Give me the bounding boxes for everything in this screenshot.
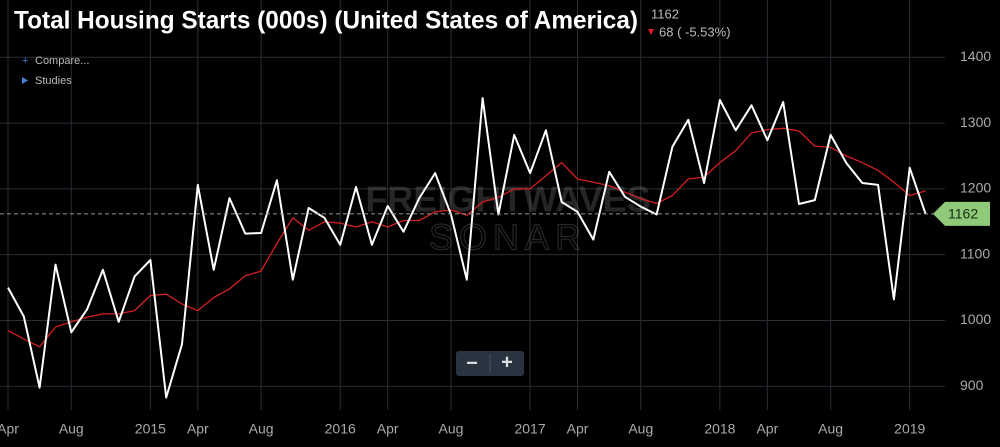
x-tick-label: 2017 bbox=[514, 421, 545, 437]
last-value: 1162 bbox=[651, 6, 679, 21]
plus-icon: + bbox=[22, 55, 28, 67]
x-tick-label: Apr bbox=[0, 421, 19, 437]
change-text: 68 ( -5.53%) bbox=[659, 24, 731, 39]
x-tick-label: Aug bbox=[249, 421, 274, 437]
x-tick-label: 2015 bbox=[135, 421, 166, 437]
x-tick-label: 2018 bbox=[704, 421, 735, 437]
down-arrow bbox=[648, 29, 654, 35]
studies-icon bbox=[22, 77, 28, 84]
y-tick-label: 1000 bbox=[960, 311, 991, 327]
y-tick-label: 1400 bbox=[960, 48, 991, 64]
y-tick-label: 1200 bbox=[960, 180, 991, 196]
y-tick-label: 1100 bbox=[960, 245, 990, 261]
x-tick-label: Apr bbox=[756, 421, 778, 437]
last-value-tag bbox=[933, 201, 990, 226]
zoom-out-button[interactable]: − bbox=[466, 352, 478, 374]
chart-title: Total Housing Starts (000s) (United Stat… bbox=[14, 7, 638, 35]
grid bbox=[0, 0, 945, 410]
last-value-tag-label: 1162 bbox=[948, 206, 978, 222]
x-tick-label: Aug bbox=[818, 421, 843, 437]
plot bbox=[0, 97, 935, 399]
y-tick-label: 900 bbox=[960, 377, 984, 393]
data-line bbox=[7, 97, 927, 399]
x-tick-label: Aug bbox=[438, 421, 463, 437]
x-tick-label: Aug bbox=[59, 421, 84, 437]
x-tick-label: Apr bbox=[567, 421, 589, 437]
studies-link[interactable]: Studies bbox=[35, 75, 72, 87]
x-tick-label: Apr bbox=[187, 421, 209, 437]
x-tick-label: Apr bbox=[377, 421, 399, 437]
y-tick-label: 1300 bbox=[960, 114, 991, 130]
zoom-in-button[interactable]: + bbox=[501, 351, 513, 373]
x-tick-label: 2016 bbox=[325, 421, 356, 437]
x-tick-label: Aug bbox=[628, 421, 653, 437]
x-tick-label: 2019 bbox=[894, 421, 925, 437]
compare-link[interactable]: Compare... bbox=[35, 55, 89, 67]
